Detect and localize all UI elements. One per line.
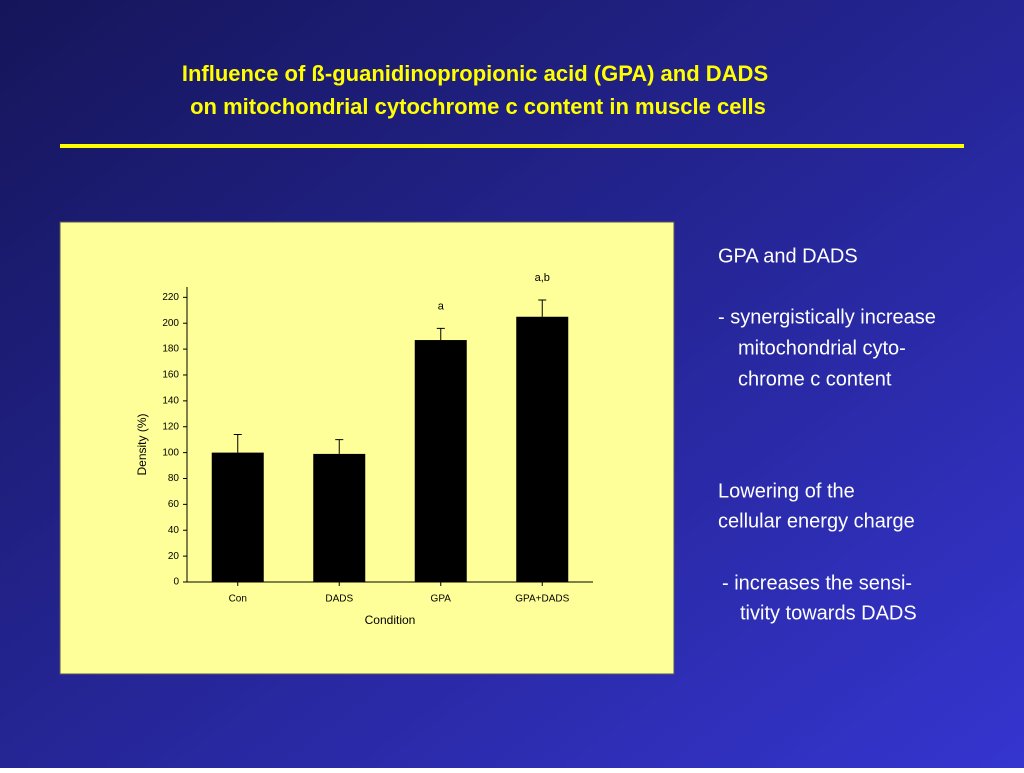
x-axis-label: Condition bbox=[365, 613, 416, 627]
side-text: GPA and DADS bbox=[718, 245, 858, 267]
side-text: Lowering of the bbox=[718, 480, 855, 502]
y-tick-label: 0 bbox=[173, 577, 179, 588]
y-tick-label: 80 bbox=[168, 473, 180, 484]
y-tick-label: 100 bbox=[162, 447, 179, 458]
side-text: - synergistically increase bbox=[718, 306, 936, 328]
y-tick-label: 60 bbox=[168, 499, 180, 510]
y-tick-label: 40 bbox=[168, 525, 180, 536]
side-text: cellular energy charge bbox=[718, 510, 915, 532]
chart-panel bbox=[59, 221, 675, 675]
y-axis-label: Density (%) bbox=[135, 413, 149, 475]
x-tick-label: GPA+DADS bbox=[515, 594, 569, 605]
y-tick-label: 20 bbox=[168, 551, 180, 562]
bar-label: a,b bbox=[535, 272, 550, 284]
error-bar bbox=[233, 434, 242, 453]
bar bbox=[313, 453, 366, 582]
title-line: on mitochondrial cytochrome c content in… bbox=[190, 94, 766, 119]
bar bbox=[211, 452, 264, 582]
y-tick-label: 160 bbox=[162, 370, 179, 381]
side-text: - increases the sensi- bbox=[722, 572, 912, 594]
y-tick-label: 220 bbox=[162, 292, 179, 303]
bar-label: a bbox=[438, 300, 445, 312]
chart: 0 20 40 60 80 100 120 140 160 180 200 220 Density (%… bbox=[135, 272, 593, 627]
x-tick-label: DADS bbox=[325, 594, 353, 605]
bar bbox=[414, 340, 467, 582]
error-bar bbox=[436, 327, 445, 341]
side-text: mitochondrial cyto- bbox=[738, 337, 906, 359]
title-line: Influence of ß-guanidinopropionic acid (… bbox=[182, 61, 768, 86]
y-tick-label: 140 bbox=[162, 396, 179, 407]
y-tick-label: 120 bbox=[162, 421, 179, 432]
y-tick-label: 200 bbox=[162, 318, 179, 329]
side-text: tivity towards DADS bbox=[740, 602, 917, 624]
title-rule bbox=[60, 144, 964, 148]
y-tick-label: 180 bbox=[162, 344, 179, 355]
error-bar bbox=[538, 299, 547, 317]
x-tick-label: Con bbox=[229, 594, 247, 605]
error-bar bbox=[335, 439, 344, 454]
side-text: chrome c content bbox=[738, 368, 892, 390]
bar bbox=[516, 316, 569, 582]
x-tick-label: GPA bbox=[431, 594, 452, 605]
